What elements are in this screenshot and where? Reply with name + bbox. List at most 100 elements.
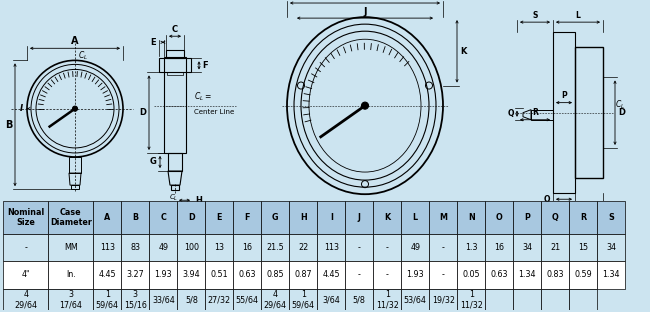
Bar <box>569 201 597 234</box>
Text: Nominal
Size: Nominal Size <box>7 208 44 227</box>
Text: S: S <box>608 213 614 222</box>
Bar <box>168 153 182 171</box>
Bar <box>177 289 205 310</box>
Bar <box>177 201 205 234</box>
Text: O: O <box>543 195 550 204</box>
Bar <box>401 261 429 289</box>
Bar <box>205 261 233 289</box>
Bar <box>71 185 79 189</box>
Text: $C_L=$: $C_L=$ <box>194 90 212 103</box>
Text: 1
59/64: 1 59/64 <box>96 290 119 309</box>
Text: 0.83: 0.83 <box>547 271 564 280</box>
Text: Q: Q <box>552 213 558 222</box>
Bar <box>514 201 541 234</box>
Bar <box>597 201 625 234</box>
Text: 4": 4" <box>21 271 30 280</box>
Bar <box>166 50 184 58</box>
Text: 5/8: 5/8 <box>185 295 198 304</box>
Bar <box>486 261 514 289</box>
Text: G: G <box>272 213 279 222</box>
Bar <box>486 201 514 234</box>
Bar <box>373 201 401 234</box>
Bar <box>94 289 122 310</box>
Text: H: H <box>195 196 202 205</box>
Bar <box>48 261 94 289</box>
Text: R: R <box>532 108 538 117</box>
Bar <box>122 261 150 289</box>
Text: E: E <box>216 213 222 222</box>
Bar <box>345 289 373 310</box>
Text: 53/64: 53/64 <box>404 295 426 304</box>
Bar <box>569 261 597 289</box>
Text: I: I <box>20 104 23 113</box>
Bar <box>289 289 317 310</box>
Bar <box>457 289 486 310</box>
Bar <box>429 201 457 234</box>
Bar <box>541 289 569 310</box>
Bar <box>486 289 514 310</box>
Bar <box>401 289 429 310</box>
Bar <box>69 157 81 173</box>
Text: 83: 83 <box>131 243 140 252</box>
Bar <box>401 234 429 261</box>
Text: 4.45: 4.45 <box>322 271 340 280</box>
Bar <box>597 261 625 289</box>
Bar <box>205 234 233 261</box>
Bar <box>429 234 457 261</box>
Text: N: N <box>468 213 474 222</box>
Bar <box>569 234 597 261</box>
Bar <box>457 201 486 234</box>
Text: S: S <box>532 11 538 20</box>
Bar <box>373 289 401 310</box>
Text: -: - <box>442 271 445 280</box>
Bar <box>289 201 317 234</box>
Text: 1.3: 1.3 <box>465 243 478 252</box>
Bar <box>514 261 541 289</box>
Text: 49: 49 <box>158 243 168 252</box>
Bar <box>429 261 457 289</box>
Text: 1
11/32: 1 11/32 <box>460 290 483 309</box>
Text: K: K <box>384 213 390 222</box>
Text: 19/32: 19/32 <box>432 295 455 304</box>
Bar <box>597 234 625 261</box>
Text: B: B <box>6 120 13 130</box>
Bar <box>94 261 122 289</box>
Text: 1.34: 1.34 <box>603 271 620 280</box>
Bar <box>233 261 261 289</box>
Text: 0.51: 0.51 <box>211 271 228 280</box>
Text: G: G <box>150 158 157 167</box>
Text: -: - <box>442 243 445 252</box>
Text: -: - <box>358 271 361 280</box>
Bar <box>150 201 177 234</box>
Bar <box>233 201 261 234</box>
Text: 21: 21 <box>550 243 560 252</box>
Text: P: P <box>525 213 530 222</box>
Bar <box>541 201 569 234</box>
Text: -: - <box>358 243 361 252</box>
Text: 113: 113 <box>100 243 115 252</box>
Bar <box>486 234 514 261</box>
Bar <box>167 72 183 76</box>
Text: B: B <box>132 213 138 222</box>
Text: 4
29/64: 4 29/64 <box>14 290 37 309</box>
Text: 1
11/32: 1 11/32 <box>376 290 398 309</box>
Text: 3/64: 3/64 <box>322 295 340 304</box>
Bar <box>531 110 553 120</box>
Text: R: R <box>580 213 586 222</box>
Text: A: A <box>72 36 79 46</box>
Bar <box>150 234 177 261</box>
Text: L: L <box>413 213 418 222</box>
Text: P: P <box>561 90 567 100</box>
Bar <box>3 289 48 310</box>
Text: -: - <box>24 243 27 252</box>
Bar <box>171 185 179 190</box>
Bar <box>569 289 597 310</box>
Text: J: J <box>363 7 367 17</box>
Bar <box>94 201 122 234</box>
Bar <box>317 234 345 261</box>
Bar <box>177 234 205 261</box>
Text: 22: 22 <box>298 243 308 252</box>
Text: L: L <box>575 11 580 20</box>
Text: 100: 100 <box>184 243 199 252</box>
Bar <box>317 261 345 289</box>
